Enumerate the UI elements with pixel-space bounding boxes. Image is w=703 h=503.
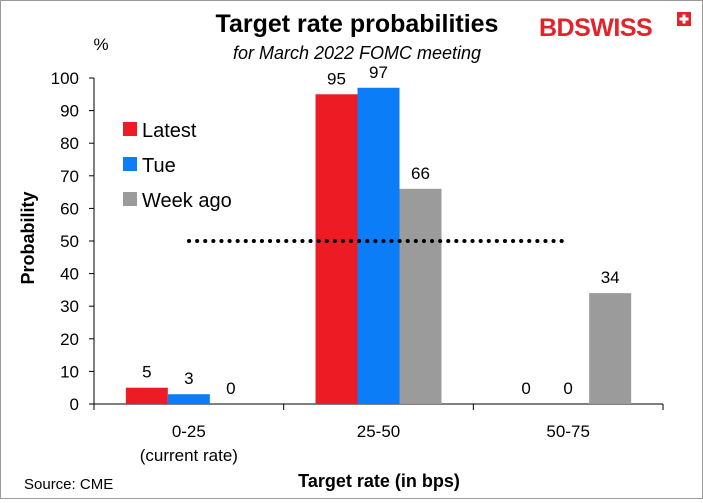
- x-axis-title: Target rate (in bps): [298, 471, 460, 491]
- chart-subtitle: for March 2022 FOMC meeting: [233, 43, 481, 63]
- legend-label: Week ago: [142, 190, 232, 212]
- source-note: Source: CME: [24, 476, 113, 493]
- bar: [125, 387, 168, 404]
- y-tick-label: 20: [60, 330, 79, 349]
- y-tick-label: 50: [60, 232, 79, 251]
- data-label: 3: [184, 369, 193, 388]
- data-label: 66: [411, 164, 430, 183]
- category-label: 25-50: [357, 422, 400, 441]
- y-axis-title: Probability: [18, 191, 38, 284]
- data-label: 95: [327, 69, 346, 88]
- data-label: 0: [521, 379, 530, 398]
- legend: Latest Tue Week ago: [123, 120, 232, 212]
- swiss-cross-icon: [677, 12, 691, 26]
- data-label: 0: [226, 379, 235, 398]
- category-label: 50-75: [546, 422, 589, 441]
- legend-label: Tue: [142, 155, 176, 177]
- chart-title: Target rate probabilities: [216, 10, 499, 38]
- data-label: 0: [563, 379, 572, 398]
- y-tick-label: 60: [60, 199, 79, 218]
- brand-suffix: SWISS: [574, 14, 652, 42]
- y-tick-label: 40: [60, 265, 79, 284]
- bar: [357, 87, 400, 404]
- y-ticks: 0 10 20 30 40 50 60 70 80 90 100: [51, 69, 94, 414]
- bars: [125, 87, 632, 405]
- bar: [399, 188, 442, 404]
- y-tick-label: 80: [60, 134, 79, 153]
- y-unit-label: %: [93, 35, 108, 54]
- data-label: 97: [369, 63, 388, 82]
- data-label: 34: [601, 268, 620, 287]
- y-tick-label: 100: [51, 69, 79, 88]
- brand-prefix: BD: [539, 14, 574, 42]
- legend-swatch: [123, 122, 137, 136]
- y-tick-label: 0: [70, 395, 79, 414]
- category-label: (current rate): [140, 446, 238, 465]
- bar: [315, 94, 358, 405]
- brand-logo: BDSWISS: [539, 12, 691, 42]
- y-tick-label: 70: [60, 167, 79, 186]
- legend-swatch: [123, 157, 137, 171]
- y-tick-label: 30: [60, 297, 79, 316]
- y-tick-label: 10: [60, 362, 79, 381]
- x-categories: 0-25 (current rate) 25-50 50-75: [140, 422, 590, 465]
- category-label: 0-25: [172, 422, 206, 441]
- brand-name: BDSWISS: [539, 14, 652, 42]
- data-labels: 5 3 0 95 97 66 0 0 34: [142, 63, 620, 398]
- bar: [589, 293, 632, 404]
- legend-swatch: [123, 192, 137, 206]
- legend-label: Latest: [142, 120, 197, 142]
- data-label: 5: [142, 363, 151, 382]
- y-tick-label: 90: [60, 102, 79, 121]
- bar: [167, 394, 210, 404]
